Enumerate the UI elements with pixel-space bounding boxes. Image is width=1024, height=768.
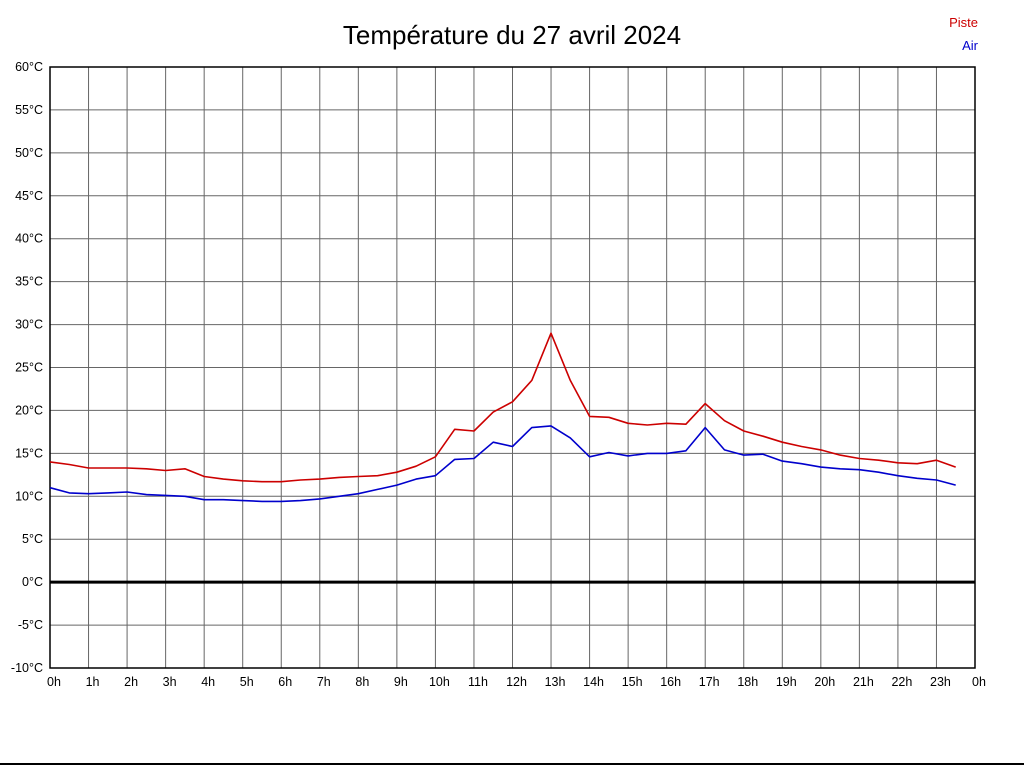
x-tick-label: 1h [86,675,100,689]
y-tick-label: 60°C [15,60,43,74]
x-tick-label: 20h [814,675,835,689]
x-tick-label: 13h [545,675,566,689]
y-tick-label: 40°C [15,232,43,246]
series-line-air [49,425,956,503]
plot-border [49,66,976,669]
x-tick-label: 19h [776,675,797,689]
y-tick-label: 50°C [15,146,43,160]
x-tick-label: 16h [660,675,681,689]
x-tick-label: 6h [278,675,292,689]
bottom-border-line [0,763,1024,765]
chart-title: Température du 27 avril 2024 [342,20,682,50]
y-tick-label: 25°C [15,361,43,375]
y-tick-label: 55°C [15,103,43,117]
x-tick-label: 12h [506,675,527,689]
series-line-piste [49,332,956,483]
y-tick-label: 10°C [15,489,43,503]
x-tick-label: 21h [853,675,874,689]
legend-label-air: Air [962,38,978,53]
y-tick-label: 0°C [22,575,43,589]
y-tick-label: -10°C [11,661,43,675]
x-tick-label: 0h [47,675,61,689]
x-tick-label: 23h [930,675,951,689]
x-tick-label: 14h [583,675,604,689]
y-tick-label: 30°C [15,318,43,332]
x-tick-label: 3h [163,675,177,689]
x-tick-label: 10h [429,675,450,689]
x-tick-label: 11h [468,675,488,689]
x-tick-label: 2h [124,675,138,689]
x-tick-label: 17h [699,675,720,689]
x-tick-label: 7h [317,675,331,689]
y-tick-label: 20°C [15,403,43,417]
x-tick-label: 5h [240,675,254,689]
x-tick-label: 4h [201,675,215,689]
y-tick-label: 45°C [15,189,43,203]
x-tick-label: 8h [355,675,369,689]
x-tick-label: 22h [891,675,912,689]
y-tick-label: 15°C [15,446,43,460]
chart-legend: Piste Air [949,11,978,57]
legend-label-piste: Piste [949,15,978,30]
x-tick-label: 9h [394,675,408,689]
y-tick-label: 35°C [15,275,43,289]
y-tick-label: -5°C [18,618,43,632]
x-tick-label: 0h [972,675,986,689]
y-tick-label: 5°C [22,532,43,546]
x-tick-label: 15h [622,675,643,689]
x-tick-label: 18h [737,675,758,689]
